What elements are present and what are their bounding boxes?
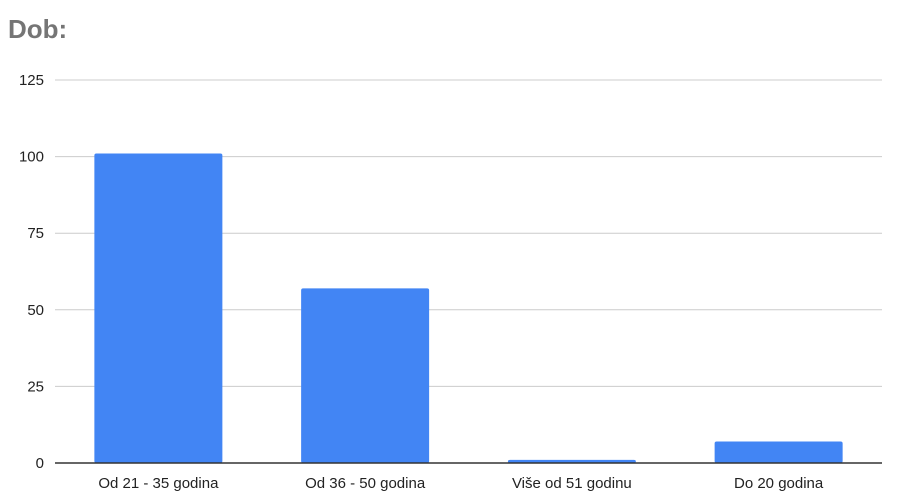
y-axis-tick-labels: 0 25 50 75 100 125 [19,72,44,472]
y-tick-label: 100 [19,149,44,166]
x-category-label: Od 21 - 35 godina [98,475,219,492]
bars [94,153,843,463]
x-category-label: Od 36 - 50 godina [305,475,426,492]
x-axis-category-labels: Od 21 - 35 godina Od 36 - 50 godina Više o… [98,475,824,492]
bar-3 [714,441,843,463]
bar-2 [507,459,636,463]
y-tick-label: 75 [27,225,44,242]
bar-0 [94,153,223,463]
y-tick-label: 125 [19,72,44,89]
chart-title: Dob: [8,14,68,44]
y-tick-label: 25 [27,378,44,395]
x-category-label: Do 20 godina [734,475,824,492]
bar-1 [301,288,430,463]
y-tick-label: 0 [36,455,44,472]
x-category-label: Više od 51 godinu [512,475,632,492]
y-tick-label: 50 [27,302,44,319]
